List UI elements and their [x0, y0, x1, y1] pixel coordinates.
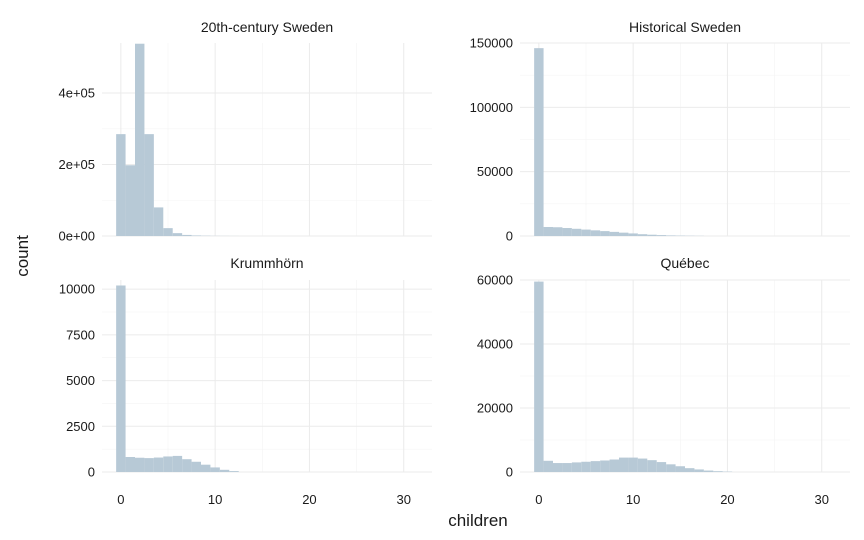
y-tick-label: 100000 — [470, 100, 513, 115]
histogram-bar — [694, 469, 704, 472]
histogram-bar — [637, 458, 648, 472]
y-tick-label: 40000 — [477, 337, 513, 352]
histogram-bar — [562, 228, 572, 236]
facet-title: Québec — [660, 255, 709, 271]
x-axis-title: children — [448, 511, 508, 530]
histogram-bar — [191, 461, 201, 472]
histogram-bar — [553, 463, 563, 472]
histogram-bar — [144, 134, 154, 236]
histogram-bar — [553, 227, 563, 236]
y-tick-label: 0 — [506, 465, 513, 480]
facet-panel: 0 50000 100000 150000 Historical Sweden — [470, 19, 850, 244]
histogram-bar — [581, 229, 591, 236]
facet-panel: 0 20000 40000 60000 0 10 20 30 Québec — [477, 255, 850, 507]
histogram-bar — [600, 460, 610, 472]
histogram-bar — [144, 458, 154, 472]
y-tick-label: 50000 — [477, 164, 513, 179]
histogram-bar — [590, 461, 601, 472]
histogram-bar — [609, 231, 619, 236]
histogram-bar — [163, 456, 173, 472]
y-tick-label: 0 — [506, 229, 513, 244]
y-tick-label: 4e+05 — [58, 86, 95, 101]
facet-panel: 0e+00 2e+05 4e+05 20th-century Sweden — [58, 19, 432, 244]
histogram-bar — [172, 233, 183, 236]
x-tick-label: 0 — [535, 492, 542, 507]
histogram-bar — [163, 228, 173, 236]
x-tick-label: 30 — [396, 492, 410, 507]
histogram-bar — [628, 233, 638, 236]
y-tick-label: 150000 — [470, 36, 513, 51]
histogram-bar — [656, 462, 667, 472]
histogram-bar — [125, 457, 135, 472]
histogram-bar — [619, 232, 629, 236]
facet-title: Krummhörn — [230, 255, 303, 271]
facet-title: 20th-century Sweden — [201, 19, 333, 35]
y-tick-label: 20000 — [477, 401, 513, 416]
x-tick-label: 0 — [117, 492, 124, 507]
histogram-bar — [628, 457, 638, 472]
facet-title: Historical Sweden — [629, 19, 741, 35]
y-axis-title: count — [13, 235, 32, 277]
x-tick-label: 30 — [814, 492, 828, 507]
x-tick-label: 10 — [208, 492, 222, 507]
histogram-bar — [581, 461, 591, 472]
y-tick-label: 0 — [88, 465, 95, 480]
histogram-bar — [637, 234, 648, 236]
y-tick-label: 2500 — [66, 419, 95, 434]
histogram-bar — [562, 463, 572, 472]
histogram-bar — [703, 470, 714, 472]
histogram-bar — [172, 455, 183, 472]
histogram-bar — [666, 464, 676, 472]
histogram-bar — [153, 457, 164, 472]
histogram-bar — [647, 460, 657, 472]
histogram-bar — [210, 467, 220, 472]
y-tick-label: 60000 — [477, 273, 513, 288]
histogram-bar — [116, 285, 126, 472]
histogram-bar — [191, 235, 201, 236]
histogram-bar — [229, 471, 239, 472]
histogram-bar — [153, 207, 164, 236]
x-tick-label: 20 — [302, 492, 316, 507]
histogram-bar — [543, 226, 553, 236]
facet-panel: 0 2500 5000 7500 10000 0 10 20 30 Krummhörn — [59, 255, 432, 507]
histogram-bar — [543, 460, 553, 472]
histogram-bar — [609, 459, 619, 472]
histogram-bar — [675, 466, 685, 472]
y-tick-label: 7500 — [66, 327, 95, 342]
x-tick-label: 10 — [626, 492, 640, 507]
histogram-bar — [666, 235, 676, 236]
histogram-bar — [125, 165, 135, 236]
histogram-bar — [590, 230, 601, 236]
y-tick-label: 0e+00 — [58, 229, 95, 244]
histogram-bar — [647, 234, 657, 236]
histogram-bar — [135, 457, 145, 472]
histogram-bar — [571, 462, 582, 472]
histogram-bar — [182, 234, 192, 236]
x-tick-label: 20 — [720, 492, 734, 507]
histogram-bar — [619, 457, 629, 472]
histogram-bar — [135, 43, 145, 236]
histogram-bar — [182, 459, 192, 472]
y-tick-label: 10000 — [59, 282, 95, 297]
histogram-bar — [116, 134, 126, 236]
histogram-bar — [534, 281, 544, 472]
histogram-bar — [713, 471, 723, 472]
histogram-bar — [534, 48, 544, 236]
histogram-bar — [201, 464, 211, 472]
histogram-bar — [685, 468, 695, 472]
histogram-bar — [600, 231, 610, 236]
histogram-bar — [656, 235, 667, 236]
y-tick-label: 5000 — [66, 373, 95, 388]
y-tick-label: 2e+05 — [58, 157, 95, 172]
histogram-bar — [219, 469, 230, 472]
histogram-bar — [571, 228, 582, 236]
